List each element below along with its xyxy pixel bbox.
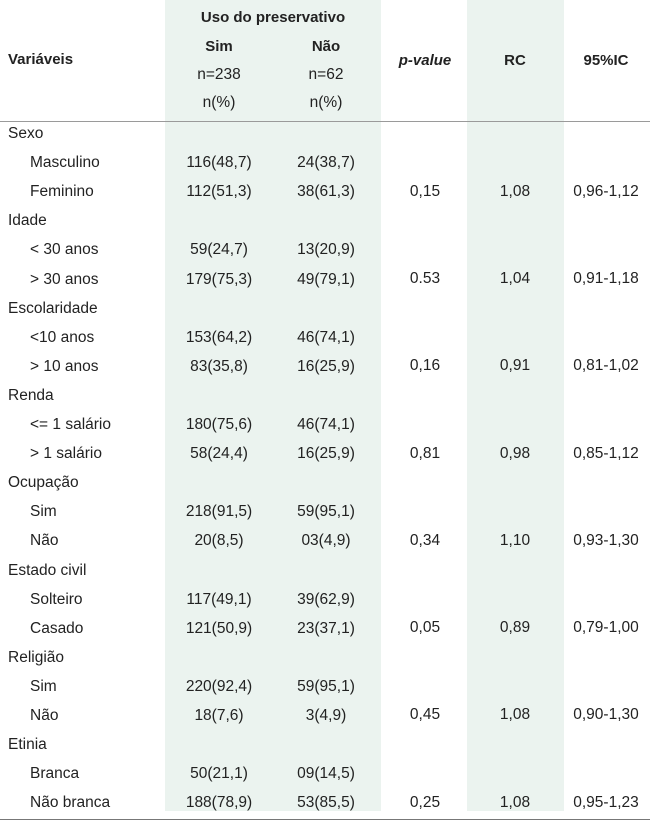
row-label: Solteiro bbox=[30, 590, 83, 608]
header-group-condom-use: Uso do preservativo bbox=[200, 9, 346, 26]
cell-sim: 188(78,9) bbox=[185, 794, 253, 812]
shaded-column-rc bbox=[467, 0, 564, 811]
row-label: Branca bbox=[30, 765, 80, 783]
cell-ic: 0,81-1,02 bbox=[573, 357, 639, 375]
cell-nao: 59(95,1) bbox=[297, 677, 355, 695]
cell-nao: 46(74,1) bbox=[297, 416, 355, 433]
row-label: < 30 anos bbox=[30, 241, 99, 259]
cell-nao: 03(4,9) bbox=[301, 532, 351, 550]
row-label: Feminino bbox=[30, 183, 94, 201]
group-label: Escolaridade bbox=[8, 299, 98, 317]
row-label: Sim bbox=[30, 503, 57, 521]
header-ic: 95%IC bbox=[583, 52, 629, 69]
cell-rc: 1,10 bbox=[499, 531, 531, 549]
header-rc: RC bbox=[504, 52, 526, 69]
cell-ic: 0,79-1,00 bbox=[573, 619, 639, 637]
cell-pvalue: 0,81 bbox=[409, 444, 441, 462]
header-n-sim: n=238 bbox=[197, 66, 241, 83]
row-label: <= 1 salário bbox=[30, 416, 111, 433]
group-label: Estado civil bbox=[8, 561, 87, 579]
header-pvalue: p-value bbox=[398, 52, 452, 69]
cell-sim: 153(64,2) bbox=[185, 328, 253, 346]
cell-sim: 121(50,9) bbox=[185, 619, 253, 637]
cell-sim: 18(7,6) bbox=[194, 707, 244, 724]
cell-pvalue: 0.53 bbox=[409, 269, 441, 287]
row-label: <10 anos bbox=[30, 328, 95, 346]
cell-nao: 46(74,1) bbox=[297, 328, 355, 346]
cell-nao: 59(95,1) bbox=[297, 503, 355, 521]
row-label: > 30 anos bbox=[30, 270, 99, 288]
row-label: > 1 salário bbox=[30, 445, 102, 463]
row-label: Não branca bbox=[30, 794, 111, 812]
row-label: Masculino bbox=[30, 154, 100, 172]
cell-sim: 180(75,6) bbox=[185, 416, 253, 433]
group-label: Etinia bbox=[8, 736, 47, 754]
cell-pvalue: 0,05 bbox=[409, 619, 441, 637]
header-nao: Não bbox=[311, 38, 341, 55]
header-n-nao: n=62 bbox=[308, 66, 344, 83]
cell-rc: 0,89 bbox=[499, 619, 531, 637]
cell-sim: 50(21,1) bbox=[190, 765, 248, 783]
row-label: Não bbox=[30, 532, 59, 550]
cell-ic: 0,91-1,18 bbox=[573, 269, 639, 287]
cell-nao: 16(25,9) bbox=[297, 357, 355, 375]
cell-nao: 09(14,5) bbox=[297, 765, 355, 783]
cell-ic: 0,96-1,12 bbox=[573, 182, 639, 200]
cell-sim: 117(49,1) bbox=[186, 590, 252, 608]
row-label: > 10 anos bbox=[30, 357, 99, 375]
cell-rc: 1,04 bbox=[499, 269, 531, 287]
cell-nao: 53(85,5) bbox=[297, 794, 355, 812]
group-label: Religião bbox=[8, 648, 65, 666]
cell-sim: 112(51,3) bbox=[186, 183, 252, 201]
cell-sim: 179(75,3) bbox=[185, 270, 253, 288]
cell-nao: 16(25,9) bbox=[297, 445, 355, 463]
cell-pvalue: 0,45 bbox=[409, 706, 441, 724]
row-label: Casado bbox=[30, 619, 84, 637]
header-divider bbox=[0, 121, 650, 122]
cell-sim: 218(91,5) bbox=[185, 503, 253, 521]
cell-nao: 39(62,9) bbox=[297, 590, 355, 608]
header-npct-nao: n(%) bbox=[309, 94, 343, 111]
cell-pvalue: 0,15 bbox=[409, 182, 441, 200]
header-variables: Variáveis bbox=[8, 51, 74, 68]
group-label: Renda bbox=[8, 386, 54, 404]
header-sim: Sim bbox=[205, 38, 233, 55]
cell-sim: 20(8,5) bbox=[194, 532, 244, 550]
bottom-rule bbox=[0, 819, 650, 820]
cell-nao: 13(20,9) bbox=[297, 241, 355, 259]
cell-ic: 0,85-1,12 bbox=[573, 444, 639, 462]
cell-nao: 38(61,3) bbox=[297, 183, 355, 201]
cell-sim: 220(92,4) bbox=[185, 677, 253, 695]
cell-ic: 0,93-1,30 bbox=[573, 531, 639, 549]
cell-sim: 58(24,4) bbox=[190, 445, 248, 463]
cell-rc: 1,08 bbox=[499, 182, 531, 200]
group-label: Idade bbox=[8, 212, 47, 230]
cell-ic: 0,90-1,30 bbox=[573, 706, 639, 724]
cell-nao: 23(37,1) bbox=[297, 619, 355, 637]
row-label: Não bbox=[30, 707, 59, 724]
group-label: Ocupação bbox=[8, 474, 79, 492]
cell-pvalue: 0,34 bbox=[409, 531, 441, 549]
cell-rc: 0,98 bbox=[499, 444, 531, 462]
cell-pvalue: 0,16 bbox=[409, 357, 441, 375]
shaded-column-condom-use bbox=[165, 0, 381, 811]
cell-sim: 116(48,7) bbox=[186, 154, 252, 172]
cell-nao: 49(79,1) bbox=[297, 270, 355, 288]
cell-nao: 24(38,7) bbox=[297, 154, 355, 172]
group-label: Sexo bbox=[8, 125, 44, 142]
cell-sim: 59(24,7) bbox=[190, 241, 248, 259]
cell-nao: 3(4,9) bbox=[305, 707, 347, 724]
cell-rc: 1,08 bbox=[499, 793, 531, 811]
cell-ic: 0,95-1,23 bbox=[573, 793, 639, 811]
row-label: Sim bbox=[30, 677, 57, 695]
cell-rc: 0,91 bbox=[499, 357, 531, 375]
header-npct-sim: n(%) bbox=[202, 94, 236, 111]
cell-rc: 1,08 bbox=[499, 706, 531, 724]
cell-sim: 83(35,8) bbox=[190, 357, 248, 375]
cell-pvalue: 0,25 bbox=[409, 793, 441, 811]
